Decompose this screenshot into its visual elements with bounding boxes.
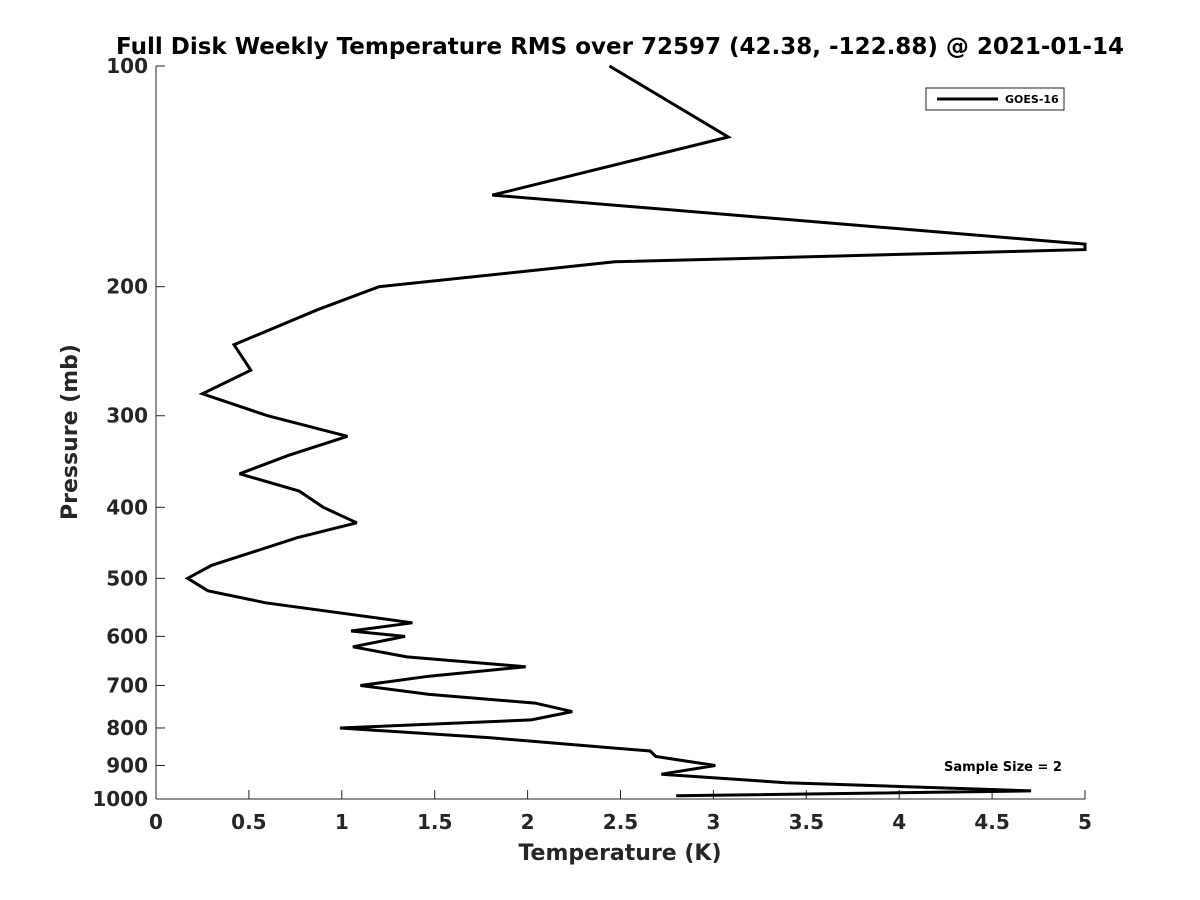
series-layer	[184, 64, 1087, 798]
x-tick-label: 4	[892, 810, 906, 834]
x-tick-label: 3.5	[789, 810, 824, 834]
y-axis-label: Pressure (mb)	[58, 344, 83, 520]
y-tick-label: 900	[106, 753, 148, 777]
y-tick-label: 200	[106, 275, 148, 299]
x-tick-label: 0.5	[231, 810, 266, 834]
x-tick-label: 2	[521, 810, 535, 834]
sample-size-annotation: Sample Size = 2	[944, 760, 1062, 775]
chart-title: Full Disk Weekly Temperature RMS over 72…	[116, 34, 1124, 60]
x-tick-label: 2.5	[603, 810, 638, 834]
y-tick-label: 100	[106, 54, 148, 78]
y-tick-label: 300	[106, 404, 148, 428]
series-line-goes-16	[184, 64, 1087, 798]
y-axis-ticks: 100 200 300 400 500 600 700 800 900 1000	[92, 54, 165, 811]
y-tick-label: 400	[106, 495, 148, 519]
x-axis-ticks: 0 0.5 1 1.5 2 2.5 3 3.5 4 4.5 5	[149, 790, 1092, 834]
x-tick-label: 1.5	[417, 810, 452, 834]
x-tick-label: 4.5	[974, 810, 1009, 834]
x-tick-label: 0	[149, 810, 163, 834]
y-tick-label: 800	[106, 716, 148, 740]
legend-label-goes-16: GOES-16	[1005, 93, 1059, 106]
x-tick-label: 1	[335, 810, 349, 834]
plot-area: 0 0.5 1 1.5 2 2.5 3 3.5 4 4.5 5 100 200 300 400 500 600…	[92, 54, 1092, 834]
x-tick-label: 3	[706, 810, 720, 834]
x-tick-label: 5	[1078, 810, 1092, 834]
y-tick-label: 1000	[92, 787, 148, 811]
y-tick-label: 600	[106, 624, 148, 648]
x-axis-label: Temperature (K)	[518, 841, 721, 866]
y-tick-label: 700	[106, 673, 148, 697]
legend: GOES-16	[925, 87, 1065, 111]
y-tick-label: 500	[106, 566, 148, 590]
